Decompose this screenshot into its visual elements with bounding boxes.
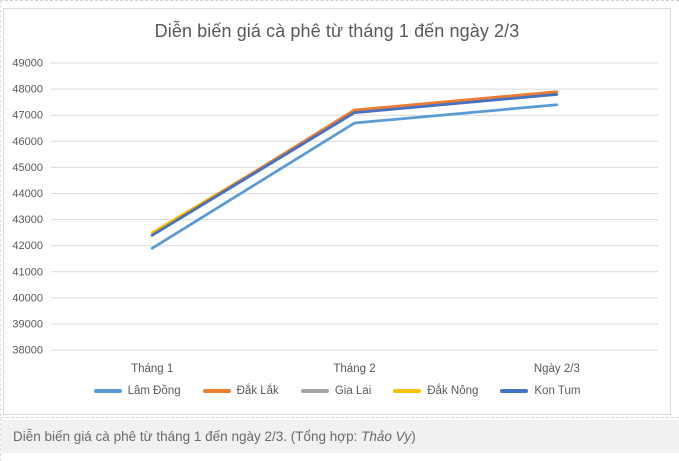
line-chart: 49000 48000 47000 46000 45000 44000 43000 42000… (12, 58, 658, 375)
y-axis-labels: 49000 48000 47000 46000 45000 44000 43000 42000… (12, 58, 43, 357)
legend-item-2: Đắk Lắk (202, 385, 279, 397)
y-tick-label: 38000 (12, 345, 43, 357)
legend-marker (93, 389, 122, 393)
legend-marker (202, 389, 231, 393)
y-tick-label: 43000 (12, 214, 43, 226)
y-tick-label: 41000 (12, 266, 43, 278)
y-tick-label: 47000 (12, 110, 43, 122)
divider (1, 417, 679, 418)
chart-title: Diễn biến giá cà phê từ tháng 1 đến ngày… (154, 21, 520, 41)
y-tick-label: 40000 (12, 292, 43, 304)
legend-label: Lâm Đồng (127, 385, 181, 397)
chart-legend: Lâm Đồng Đắk Lắk Gia Lai Đắk Nông Kon Tum (4, 381, 670, 401)
chart-container: Diễn biến giá cà phê từ tháng 1 đến ngày… (3, 8, 671, 415)
y-tick-label: 46000 (12, 136, 43, 148)
y-tick-label: 48000 (12, 84, 43, 96)
legend-marker (393, 389, 422, 393)
legend-marker (300, 389, 329, 393)
legend-item-1: Lâm Đồng (93, 385, 181, 397)
x-tick-label: Tháng 2 (333, 363, 375, 375)
series-line-5 (150, 92, 559, 237)
series-line-1 (150, 103, 559, 250)
legend-item-3: Gia Lai (300, 385, 372, 397)
y-tick-label: 39000 (12, 319, 43, 331)
y-tick-label: 49000 (12, 58, 43, 70)
caption-text: Diễn biến giá cà phê từ tháng 1 đến ngày… (13, 429, 362, 444)
caption-author: Thảo Vy (361, 429, 412, 444)
legend-item-5: Kon Tum (500, 385, 580, 397)
legend-item-4: Đắk Nông (393, 385, 478, 397)
x-tick-label: Ngày 2/3 (534, 363, 580, 375)
legend-label: Đắk Lắk (236, 385, 279, 397)
y-tick-label: 45000 (12, 162, 43, 174)
x-tick-label: Tháng 1 (131, 363, 173, 375)
legend-label: Kon Tum (534, 385, 581, 397)
legend-marker (500, 389, 529, 393)
legend-label: Đắk Nông (427, 385, 479, 397)
caption-bar: Diễn biến giá cà phê từ tháng 1 đến ngày… (1, 420, 679, 453)
legend-label: Gia Lai (334, 385, 372, 397)
x-axis-labels: Tháng 1 Tháng 2 Ngày 2/3 (131, 363, 580, 375)
y-tick-label: 44000 (12, 188, 43, 200)
y-tick-label: 42000 (12, 240, 43, 252)
gridlines (51, 62, 658, 351)
caption-text-close: ) (411, 429, 416, 444)
